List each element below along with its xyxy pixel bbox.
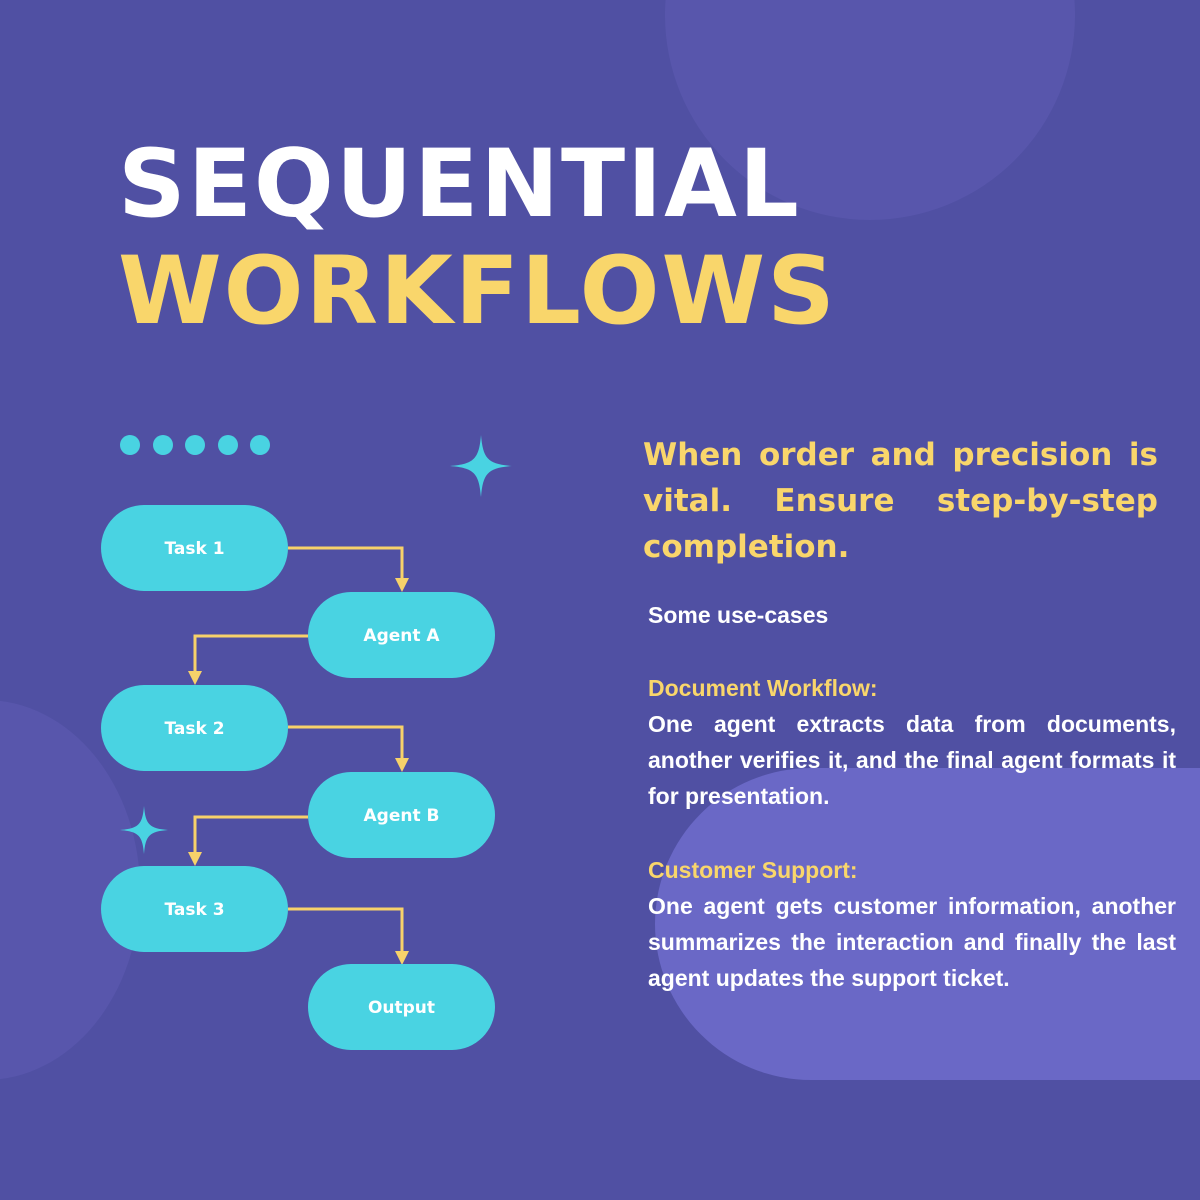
use-case-title: Customer Support: — [648, 857, 858, 883]
dot — [217, 435, 238, 455]
tagline: When order and precision is vital. Ensur… — [643, 437, 1158, 565]
dot — [185, 435, 205, 455]
arrowhead-icon — [395, 578, 409, 592]
node-agent-a: Agent A — [308, 592, 495, 678]
five-dots-icon — [120, 435, 270, 455]
arrowhead-icon — [395, 758, 409, 772]
node-label: Agent A — [363, 626, 440, 646]
use-case-customer-support: Customer Support: One agent gets custome… — [648, 852, 1176, 996]
arrowhead-icon — [395, 951, 409, 965]
use-cases-section: Some use-cases Document Workflow: One ag… — [648, 598, 1176, 996]
node-label: Agent B — [364, 806, 440, 826]
connector-agentb-task3 — [193, 815, 308, 854]
node-label: Output — [368, 998, 435, 1018]
connector-task1-agenta — [288, 546, 404, 580]
node-agent-b: Agent B — [308, 772, 495, 858]
node-output: Output — [308, 964, 495, 1050]
dot — [120, 435, 140, 455]
dot — [152, 435, 173, 455]
node-task-3: Task 3 — [101, 866, 288, 952]
use-case-description: One agent gets customer information, ano… — [648, 893, 1176, 991]
connector-task3-output — [288, 907, 404, 952]
arrowhead-icon — [188, 671, 202, 685]
node-task-1: Task 1 — [101, 505, 288, 591]
node-label: Task 2 — [164, 719, 224, 739]
use-case-document-workflow: Document Workflow: One agent extracts da… — [648, 670, 1176, 814]
use-case-description: One agent extracts data from documents, … — [648, 711, 1176, 809]
sparkle-icon-small — [120, 806, 168, 854]
dot — [250, 435, 270, 455]
background-panel-right — [655, 768, 1200, 1080]
use-case-title: Document Workflow: — [648, 675, 878, 701]
node-label: Task 1 — [164, 539, 224, 559]
use-cases-heading: Some use-cases — [648, 602, 829, 628]
connector-task2-agentb — [288, 725, 404, 760]
title-line-2: WORKFLOWS — [118, 237, 837, 346]
arrowhead-icon — [188, 852, 202, 866]
sparkle-icon-large — [450, 435, 512, 497]
node-task-2: Task 2 — [101, 685, 288, 771]
node-label: Task 3 — [164, 900, 224, 920]
workflow-diagram: Task 1 Agent A Task 2 Agent B Task 3 Out… — [101, 505, 495, 1050]
title-line-1: SEQUENTIAL — [118, 130, 801, 239]
connector-agenta-task2 — [193, 634, 308, 673]
